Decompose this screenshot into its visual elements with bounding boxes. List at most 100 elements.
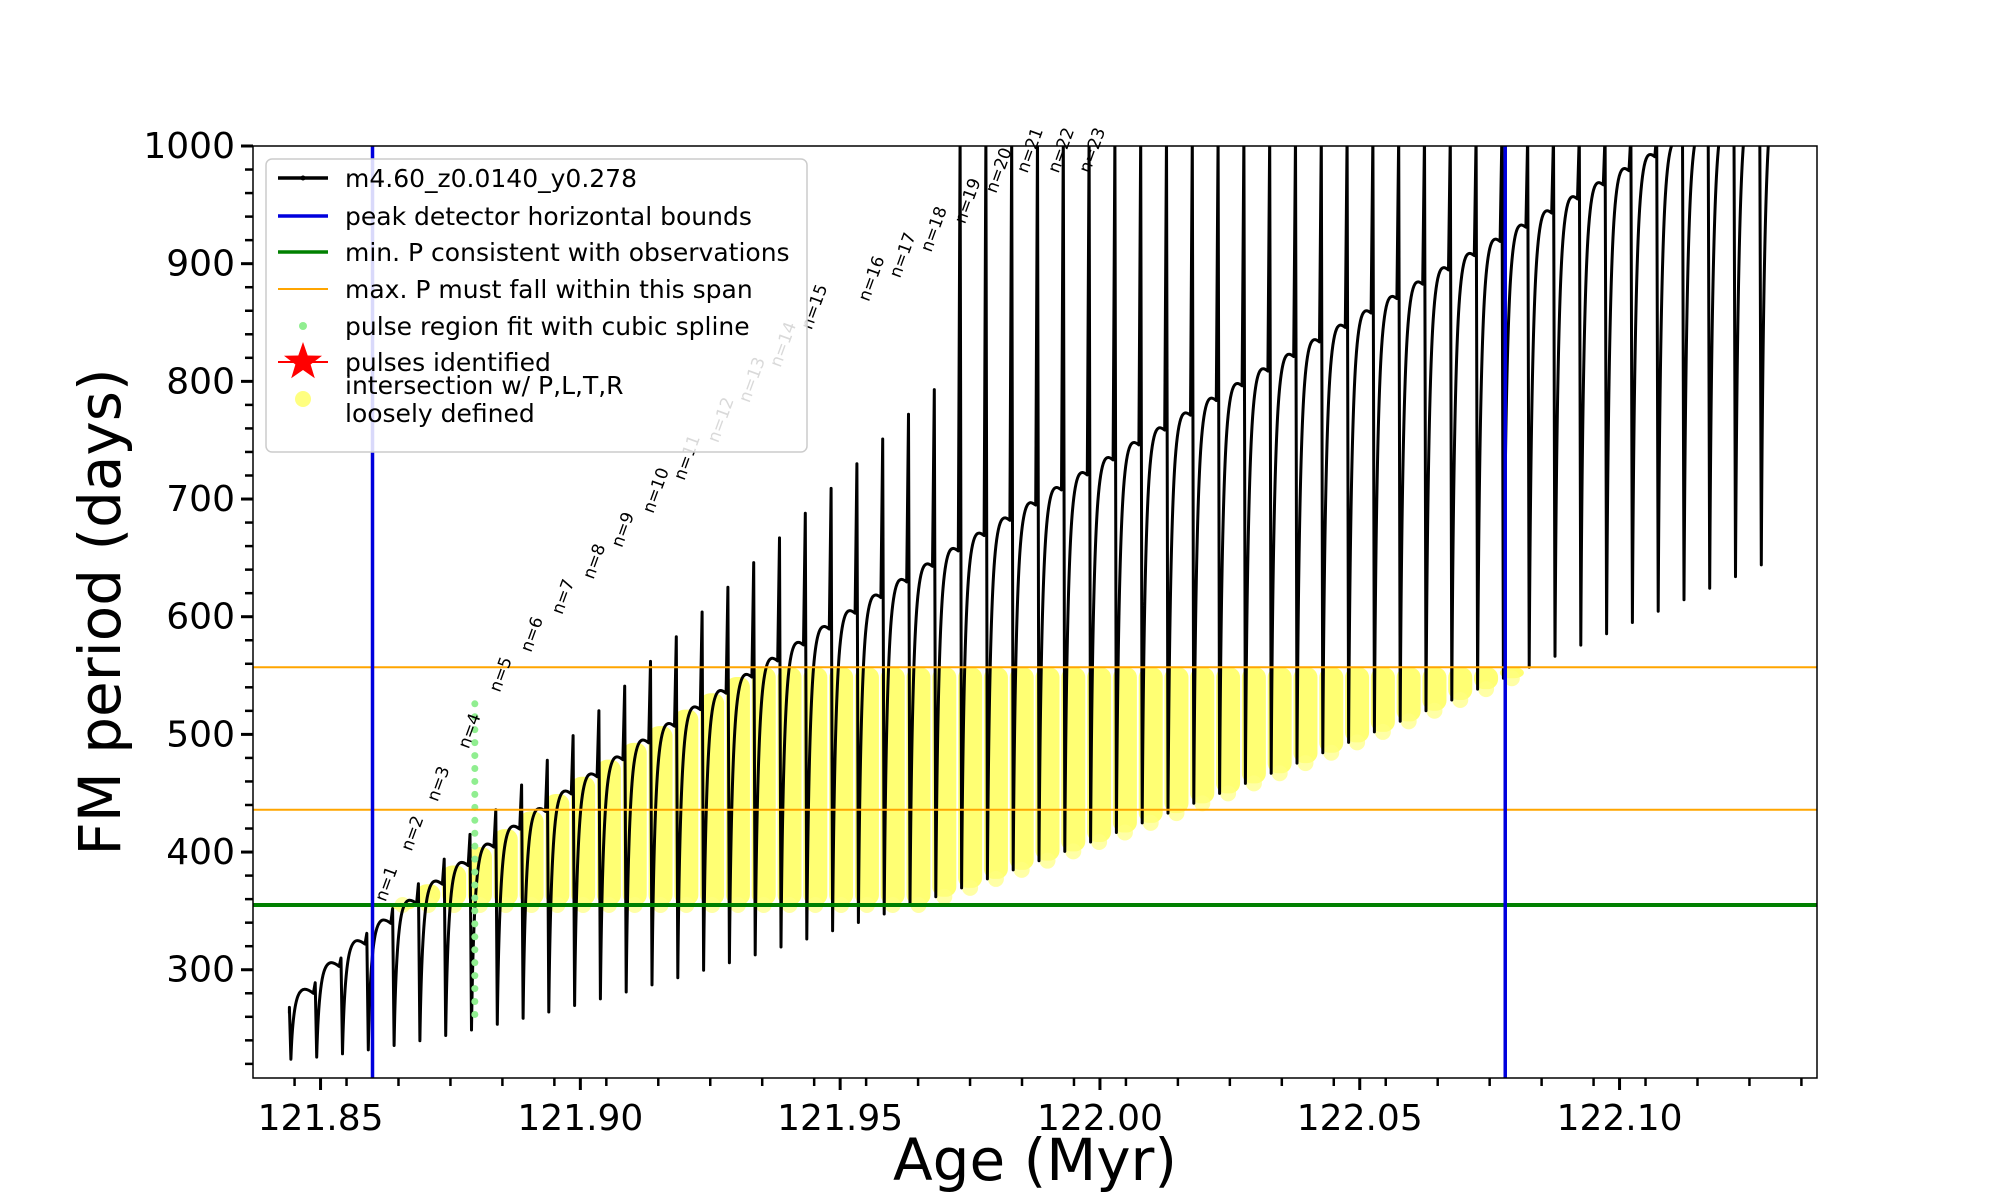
legend-label: min. P consistent with observations: [345, 238, 790, 267]
x-tick-label: 122.10: [1557, 1098, 1683, 1139]
intersection-marker: [1345, 667, 1370, 743]
intersection-marker: [1065, 843, 1082, 860]
intersection-marker: [1039, 852, 1056, 869]
legend-label-line: max. P must fall within this span: [345, 275, 753, 304]
y-tick-label: 500: [166, 714, 235, 755]
legend-box: [265, 158, 808, 453]
intersection-marker: [1194, 795, 1211, 812]
y-tick-label: 600: [166, 597, 235, 638]
intersection-marker: [1267, 667, 1292, 774]
spline-point: [471, 1010, 479, 1018]
intersection-marker: [1349, 734, 1366, 751]
y-tick-label: 900: [166, 244, 235, 285]
x-axis-ticks: 121.85 121.90 121.95 122.00 122.05 122.10: [258, 1078, 1803, 1139]
intersection-marker: [1374, 723, 1391, 740]
legend-label-line: pulse region fit with cubic spline: [345, 312, 750, 341]
period-track-line: [287, 146, 1770, 1061]
intersection-marker: [442, 865, 467, 906]
legend-label: peak detector horizontal bounds: [345, 202, 752, 231]
spline-point: [471, 998, 479, 1006]
intersection-marker: [1241, 667, 1266, 784]
spline-point: [471, 894, 479, 902]
intersection-marker: [1216, 667, 1241, 794]
intersection-marker: [1293, 667, 1318, 764]
y-tick-label: 400: [166, 832, 235, 873]
spline-point: [471, 752, 479, 760]
spline-point: [471, 920, 479, 928]
spline-point: [471, 946, 479, 954]
spline-point: [471, 700, 479, 708]
intersection-marker: [1220, 785, 1237, 802]
intersection-marker: [1400, 713, 1417, 730]
intersection-marker: [1426, 702, 1443, 719]
spline-point: [471, 829, 479, 837]
y-axis-title: FM period (days): [66, 368, 134, 855]
intersection-marker: [1297, 755, 1314, 772]
legend-label-line: min. P consistent with observations: [345, 238, 790, 267]
spline-point: [471, 739, 479, 747]
legend-label: intersection w/ P,L,T,R loosely defined: [345, 371, 624, 428]
spline-point: [471, 959, 479, 967]
spline-point: [471, 972, 479, 980]
x-tick-label: 121.90: [517, 1098, 643, 1139]
y-tick-label: 800: [166, 361, 235, 402]
spline-point: [471, 713, 479, 721]
intersection-marker: [1190, 667, 1215, 804]
legend-label-line: pulses identified: [345, 348, 551, 377]
y-axis-ticks: 300 400 500 600 700 800 900 1000: [143, 126, 253, 1066]
spline-fit-region: [471, 700, 479, 1018]
intersection-marker: [1164, 667, 1189, 814]
y-tick-label: 1000: [143, 126, 235, 167]
intersection-marker: [1091, 833, 1108, 850]
legend-swatch-star: [284, 342, 322, 379]
legend-label: m4.60_z0.0140_y0.278: [345, 164, 637, 193]
legend-label: pulse region fit with cubic spline: [345, 312, 750, 341]
legend-swatch: [295, 391, 311, 407]
horizontal-bounds: [253, 666, 1817, 908]
intersection-marker: [1422, 667, 1447, 711]
legend-label-line: loosely defined: [345, 399, 535, 428]
legend-swatch-marker: [300, 175, 306, 181]
intersection-marker: [1452, 691, 1469, 708]
intersection-marker: [936, 888, 953, 905]
intersection-marker: [1319, 667, 1344, 753]
spline-point: [471, 855, 479, 863]
spline-point: [471, 726, 479, 734]
intersection-marker: [987, 870, 1004, 887]
legend-label: pulses identified: [345, 348, 551, 377]
legend-label-line: intersection w/ P,L,T,R: [345, 371, 624, 400]
intersection-marker: [1396, 667, 1421, 722]
intersection-marker: [1370, 667, 1395, 732]
plot-frame: [252, 145, 1818, 1079]
spline-point: [471, 933, 479, 941]
x-tick-label: 121.85: [258, 1098, 384, 1139]
spline-point: [471, 985, 479, 993]
legend-swatch: [299, 322, 307, 330]
spline-point: [471, 868, 479, 876]
intersection-marker: [1013, 861, 1030, 878]
legend-label-line: m4.60_z0.0140_y0.278: [345, 164, 637, 193]
x-axis-title: Age (Myr): [893, 1126, 1177, 1194]
x-tick-label: 122.05: [1297, 1098, 1423, 1139]
spline-point: [471, 777, 479, 785]
legend-label: max. P must fall within this span: [345, 275, 753, 304]
spline-point: [471, 790, 479, 798]
x-tick-label: 121.95: [777, 1098, 903, 1139]
spline-point: [471, 881, 479, 889]
intersection-marker: [1323, 744, 1340, 761]
intersection-marker: [1448, 667, 1473, 700]
intersection-marker: [1478, 681, 1495, 698]
intersection-marker: [1168, 805, 1185, 822]
intersection-marker: [1271, 765, 1288, 782]
spline-point: [471, 816, 479, 824]
x-tick-label: 122.00: [1037, 1098, 1163, 1139]
intersection-marker: [1142, 814, 1159, 831]
spline-point: [471, 842, 479, 850]
y-tick-label: 300: [166, 950, 235, 991]
intersection-marker: [1474, 667, 1499, 690]
spline-point: [471, 765, 479, 773]
intersection-marker: [1245, 775, 1262, 792]
y-tick-label: 700: [166, 479, 235, 520]
